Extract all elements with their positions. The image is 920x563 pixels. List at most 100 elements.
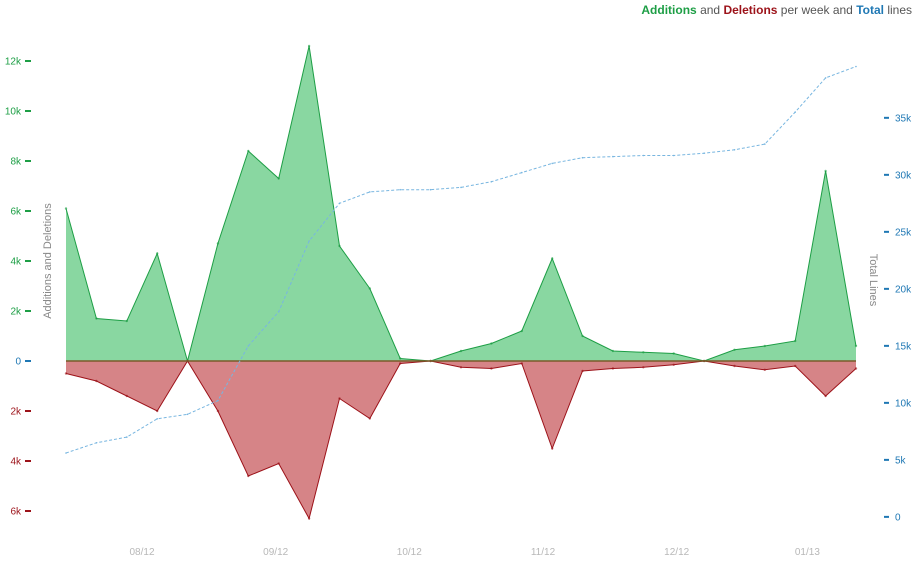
left-tick-label: 4k xyxy=(10,457,22,468)
left-axis-label: Additions and Deletions xyxy=(42,203,54,319)
deletions-point xyxy=(459,366,463,369)
legend-lines: lines xyxy=(887,3,912,17)
additions-point xyxy=(551,257,554,260)
deletions-point xyxy=(64,372,68,375)
right-tick-label: 15k xyxy=(895,341,912,352)
total-point xyxy=(277,310,280,313)
deletions-point xyxy=(307,517,311,520)
total-point xyxy=(794,111,796,113)
right-tick-label: 10k xyxy=(895,398,912,409)
total-point xyxy=(156,418,158,420)
additions-point xyxy=(733,348,736,351)
total-point xyxy=(551,162,553,165)
additions-point xyxy=(611,349,615,353)
additions-point xyxy=(307,44,311,48)
left-tick-label: 8k xyxy=(10,157,22,168)
x-tick-label: 09/12 xyxy=(263,547,288,558)
x-tick-label: 10/12 xyxy=(397,547,422,558)
deletions-point xyxy=(368,417,371,420)
additions-point xyxy=(854,344,858,348)
additions-series xyxy=(64,44,858,363)
x-tick-label: 01/13 xyxy=(795,547,820,558)
deletions-point xyxy=(611,367,615,370)
deletions-point xyxy=(642,366,645,369)
total-point xyxy=(247,345,250,347)
additions-point xyxy=(95,317,98,320)
right-tick-label: 25k xyxy=(895,227,912,238)
total-point xyxy=(733,149,736,151)
additions-point xyxy=(824,169,827,173)
additions-point xyxy=(794,339,797,343)
additions-area xyxy=(66,46,856,361)
deletions-point xyxy=(672,363,675,366)
additions-point xyxy=(216,242,220,245)
deletions-point xyxy=(95,379,98,383)
total-point xyxy=(612,155,614,158)
deletions-point xyxy=(247,474,250,478)
deletions-line xyxy=(65,360,857,520)
additions-point xyxy=(247,149,250,153)
total-point xyxy=(460,186,462,189)
left-tick-label: 4k xyxy=(10,257,22,268)
deletions-point xyxy=(581,369,584,373)
deletions-point xyxy=(520,362,523,365)
right-tick-label: 0 xyxy=(895,512,901,523)
additions-point xyxy=(672,352,675,355)
left-tick-label: 6k xyxy=(10,507,22,518)
legend-and: and xyxy=(700,3,721,17)
total-point xyxy=(399,188,402,191)
total-point xyxy=(186,413,189,416)
additions-point xyxy=(490,342,493,345)
additions-point xyxy=(459,349,463,353)
deletions-point xyxy=(824,394,827,398)
deletions-point xyxy=(490,367,493,370)
total-series xyxy=(65,65,857,454)
x-tick-label: 12/12 xyxy=(664,547,689,558)
total-line xyxy=(65,66,857,454)
additions-point xyxy=(581,334,584,338)
deletions-point xyxy=(338,397,341,400)
deletions-point xyxy=(733,364,736,368)
right-tick-label: 20k xyxy=(895,284,912,295)
chart-legend: Additions and Deletions per week and Tot… xyxy=(641,3,912,17)
total-point xyxy=(855,65,857,68)
total-point xyxy=(672,154,675,157)
left-tick-label: 2k xyxy=(10,407,22,418)
left-tick-label: 0 xyxy=(15,357,21,368)
total-point xyxy=(65,452,67,454)
right-tick-label: 35k xyxy=(895,113,912,124)
left-tick-label: 6k xyxy=(10,207,22,218)
right-axis-label: Total Lines xyxy=(867,254,879,307)
left-tick-label: 12k xyxy=(5,57,22,68)
deletions-point xyxy=(156,409,159,413)
deletions-area xyxy=(66,361,856,519)
total-point xyxy=(642,154,645,157)
legend-deletions: Deletions xyxy=(723,3,778,17)
additions-line xyxy=(65,45,857,363)
total-point xyxy=(703,152,705,154)
additions-point xyxy=(338,244,341,248)
left-axis: 12k 10k 8k 6k 4k 2k 0 2k 4k 6k xyxy=(5,57,31,518)
additions-point xyxy=(399,357,402,360)
total-point xyxy=(490,180,493,183)
left-tick-label: 10k xyxy=(5,107,22,118)
total-point xyxy=(369,191,371,193)
deletions-point xyxy=(216,409,220,413)
right-tick-label: 5k xyxy=(895,455,907,466)
additions-point xyxy=(763,344,766,348)
total-point xyxy=(824,77,827,79)
right-axis: 35k 30k 25k 20k 15k 10k 5k 0 xyxy=(884,113,912,523)
deletions-point xyxy=(399,362,402,365)
deletions-point xyxy=(854,367,858,370)
additions-point xyxy=(64,207,68,210)
total-point xyxy=(764,143,766,145)
x-tick-label: 08/12 xyxy=(129,547,154,558)
additions-point xyxy=(368,287,371,290)
deletions-point xyxy=(125,394,128,398)
left-tick-label: 2k xyxy=(10,307,22,318)
total-point xyxy=(217,399,219,402)
right-tick-label: 30k xyxy=(895,170,912,181)
total-point xyxy=(95,442,98,444)
legend-total: Total xyxy=(856,3,884,17)
